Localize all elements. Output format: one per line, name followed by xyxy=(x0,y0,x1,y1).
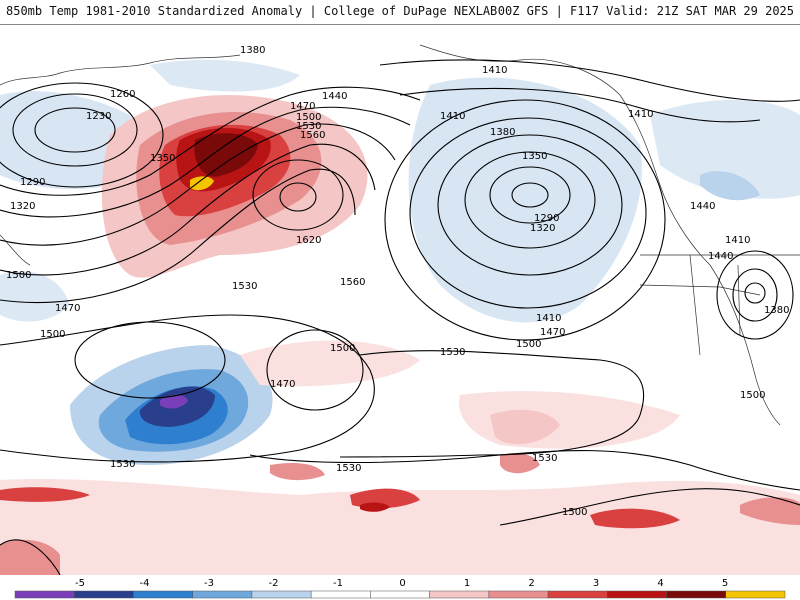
legend-color-swatch xyxy=(666,590,727,599)
legend-tick-label: -2 xyxy=(269,578,279,589)
legend-tick-label: 3 xyxy=(593,578,599,589)
contour-label: 1380 xyxy=(490,127,515,138)
contour-label: 1470 xyxy=(540,327,565,338)
contour-label: 1500 xyxy=(296,112,321,123)
legend-color-swatch xyxy=(607,590,667,599)
contour-label: 1560 xyxy=(340,277,365,288)
contour-label: 1560 xyxy=(300,130,325,141)
legend-color-swatch xyxy=(73,590,134,599)
contour-label: 1500 xyxy=(740,390,765,401)
contour-label: 1470 xyxy=(55,303,80,314)
height-contours xyxy=(0,59,800,575)
legend-tick-label: -1 xyxy=(333,578,343,589)
contour-label: 1380 xyxy=(240,45,265,56)
legend-tick-label: 1 xyxy=(464,578,470,589)
legend-tick-label: -3 xyxy=(204,578,214,589)
contour-label: 1410 xyxy=(628,109,653,120)
legend-color-swatch xyxy=(14,590,75,599)
contour-label: 1470 xyxy=(290,101,315,112)
legend-color-swatch xyxy=(488,590,549,599)
contour-label: 1530 xyxy=(336,463,361,474)
contour-label: 1320 xyxy=(10,201,35,212)
contour-label: 1410 xyxy=(482,65,507,76)
legend-tick-label: 4 xyxy=(657,578,663,589)
contour-label: 1500 xyxy=(6,270,31,281)
legend-color-swatch xyxy=(192,590,253,599)
legend-tick-label: 5 xyxy=(722,578,728,589)
legend-color-swatch xyxy=(429,590,490,599)
contour-label: 1500 xyxy=(516,339,541,350)
contour-label: 1350 xyxy=(522,151,547,162)
contour-label: 1410 xyxy=(536,313,561,324)
contour-label: 1500 xyxy=(40,329,65,340)
contour-label: 1440 xyxy=(690,201,715,212)
contour-label: 1290 xyxy=(20,177,45,188)
contour-labels: 1380 1410 1260 1230 1440 1470 1500 1530 … xyxy=(6,45,789,518)
contour-label: 1500 xyxy=(330,343,355,354)
contour-label: 1290 xyxy=(534,213,559,224)
anomaly-color-legend: -5 -4 -3 -2 -1 0 1 2 3 4 5 xyxy=(0,575,800,600)
contour-label: 1470 xyxy=(270,379,295,390)
contour-label: 1530 xyxy=(440,347,465,358)
contour-label: 1410 xyxy=(440,111,465,122)
contour-label: 1530 xyxy=(232,281,257,292)
contour-label: 1410 xyxy=(725,235,750,246)
contour-label: 1530 xyxy=(110,459,135,470)
contour-label: 1530 xyxy=(532,453,557,464)
legend-color-swatch xyxy=(547,590,608,599)
contour-label: 1440 xyxy=(708,251,733,262)
legend-color-swatch xyxy=(310,590,371,599)
legend-color-swatch xyxy=(251,590,312,599)
legend-color-swatch xyxy=(725,590,786,599)
contour-label: 1530 xyxy=(296,121,321,132)
legend-tick-label: -5 xyxy=(75,578,85,589)
contour-label: 1320 xyxy=(530,223,555,234)
contour-label: 1380 xyxy=(764,305,789,316)
contour-label: 1440 xyxy=(322,91,347,102)
anomaly-shading xyxy=(0,59,800,575)
contour-label: 1260 xyxy=(110,89,135,100)
contour-label: 1500 xyxy=(562,507,587,518)
legend-color-swatch xyxy=(133,590,193,599)
legend-tick-label: 2 xyxy=(528,578,534,589)
legend-tick-label: 0 xyxy=(399,578,405,589)
anomaly-map: 1380 1410 1260 1230 1440 1470 1500 1530 … xyxy=(0,25,800,575)
legend-tick-label: -4 xyxy=(140,578,150,589)
contour-label: 1350 xyxy=(150,153,175,164)
map-title: 850mb Temp 1981-2010 Standardized Anomal… xyxy=(6,4,498,18)
coastlines xyxy=(0,44,800,426)
contour-label: 1620 xyxy=(296,235,321,246)
model-run-info: 00Z GFS | F117 Valid: 21Z SAT MAR 29 202… xyxy=(497,4,794,18)
map-header: 850mb Temp 1981-2010 Standardized Anomal… xyxy=(0,0,800,25)
contour-label: 1230 xyxy=(86,111,111,122)
legend-color-swatch xyxy=(370,590,430,599)
